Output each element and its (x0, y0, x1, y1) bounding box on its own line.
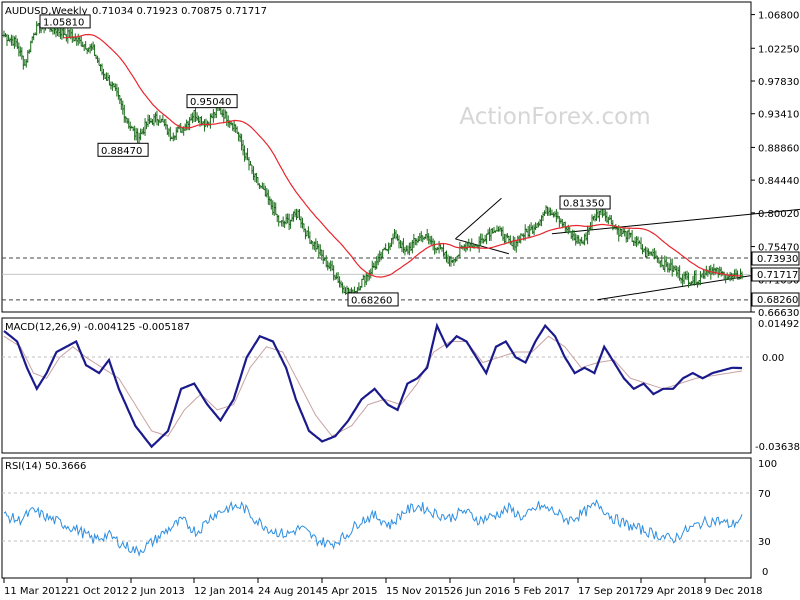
macd-line (3, 322, 743, 449)
price-y-tick-label: 0.66630 (758, 308, 799, 319)
rsi-line (3, 499, 743, 557)
x-tick-label: 5 Apr 2015 (322, 586, 377, 597)
annotation-label: 0.81350 (563, 199, 604, 210)
x-tick-label: 26 Jun 2016 (450, 586, 510, 597)
x-tick-label: 2 Jun 2013 (131, 586, 185, 597)
price-y-tick-label: 0.84440 (758, 176, 799, 187)
annotation-box (97, 142, 149, 157)
last-price-label: 0.71717 (757, 270, 798, 281)
macd-tick-bottom: -0.036389 (755, 442, 800, 453)
price-y-tick-label: 0.75470 (758, 243, 799, 254)
macd-title: MACD(12,26,9) -0.004125 -0.005187 (5, 322, 190, 333)
x-tick-label: 9 Dec 2018 (705, 586, 763, 597)
trendline (455, 238, 510, 255)
annotation-label: 0.88470 (101, 146, 142, 157)
watermark: ActionForex.com (459, 104, 650, 130)
ohlc-header: 0.71034 0.71923 0.70875 0.71717 (92, 6, 267, 17)
level-label-lower: 0.68260 (757, 295, 798, 306)
annotation-box (347, 292, 399, 307)
macd-panel: MACD(12,26,9) -0.004125 -0.005187 0.0149… (1, 317, 800, 454)
price-bar (740, 271, 744, 280)
level-label-upper: 0.73930 (757, 254, 798, 265)
x-tick-label: 21 Oct 2012 (67, 586, 129, 597)
price-y-tick-label: 0.93410 (758, 110, 799, 121)
price-y-tick-label: 0.88860 (758, 143, 799, 154)
rsi-tick-0: 0 (762, 567, 768, 578)
x-tick-label: 15 Nov 2015 (386, 586, 450, 597)
annotation-label: 0.95040 (190, 97, 231, 108)
annotation-label: 1.05810 (43, 17, 84, 28)
x-tick-label: 29 Apr 2018 (641, 586, 703, 597)
rsi-tick-70: 70 (758, 489, 771, 500)
x-tick-label: 24 Aug 2014 (258, 586, 322, 597)
price-y-tick-label: 1.06800 (758, 11, 799, 22)
price-y-tick-label: 0.80020 (758, 209, 799, 220)
x-axis: 11 Mar 2012 21 Oct 2012 2 Jun 2013 12 Jan 2… (3, 578, 763, 597)
rsi-tick-100: 100 (758, 459, 777, 470)
price-y-tick-label: 0.97830 (758, 77, 799, 88)
rsi-panel: RSI(14) 50.3666 100 70 30 0 (1, 457, 777, 579)
macd-panel-frame (1, 317, 752, 454)
last-price-marker: 0.71717 (751, 267, 800, 282)
rsi-panel-frame (1, 457, 752, 579)
last-price-box (751, 267, 800, 282)
x-tick-label: 12 Jan 2014 (194, 586, 254, 597)
price-title: AUDUSD,Weekly (5, 6, 88, 17)
x-tick-label: 11 Mar 2012 (4, 586, 67, 597)
x-tick-label: 17 Sep 2017 (578, 586, 641, 597)
rsi-tick-30: 30 (758, 537, 771, 548)
annotation-box (186, 94, 238, 109)
level-markers: 0.73930 0.68260 (751, 251, 800, 307)
annotation-box (559, 195, 611, 210)
level-box-lower (751, 292, 800, 307)
trendline (455, 197, 502, 240)
moving-average-line (63, 33, 743, 278)
macd-signal-line (3, 335, 743, 437)
trendline (597, 267, 800, 301)
rsi-title: RSI(14) 50.3666 (5, 461, 86, 472)
macd-tick-zero: 0.00 (762, 353, 784, 364)
price-panel-frame (1, 1, 752, 313)
annotation-box (39, 14, 91, 29)
price-panel: ActionForex.com AUDUSD,Weekly 0.71034 0.… (1, 1, 800, 319)
macd-tick-top: 0.014925 (758, 319, 800, 330)
x-tick-label: 5 Feb 2017 (514, 586, 570, 597)
price-y-tick-label: 1.02250 (758, 44, 799, 55)
level-box-upper (751, 251, 800, 266)
annotation-label: 0.68260 (351, 295, 392, 306)
price-annotations: 1.05810 0.95040 0.88470 0.81350 0.68260 (39, 14, 611, 307)
